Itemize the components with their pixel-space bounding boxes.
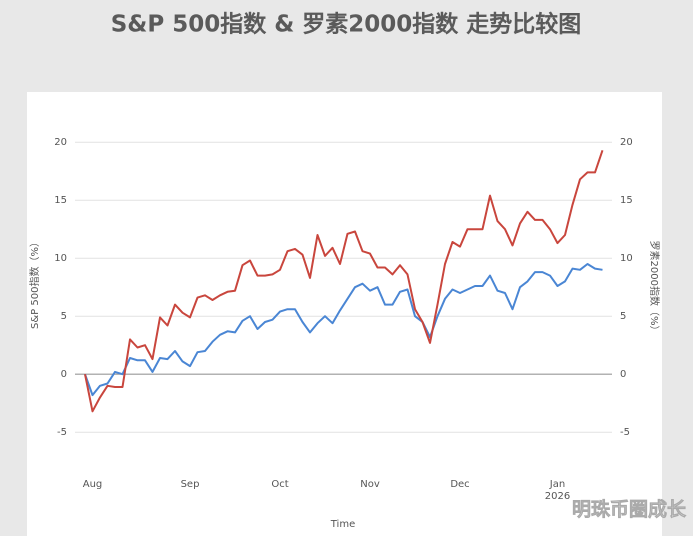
x-tick-label: Dec [450,479,469,490]
x-tick-label: Oct [271,479,288,490]
y2-tick-label: 10 [620,253,633,264]
y-tick-label: 10 [54,253,67,264]
y-tick-label: -5 [57,427,67,438]
y-tick-label: 5 [61,311,67,322]
x-tick-label: Jan 2026 [545,479,570,502]
y2-tick-label: 15 [620,195,633,206]
y2-tick-label: 5 [620,311,626,322]
x-axis-label: Time [330,519,355,530]
y-axis-label: S&P 500指数（%） [28,237,41,329]
y-tick-label: 15 [54,195,67,206]
y-tick-label: 20 [54,137,67,148]
chart-title: S&P 500指数 & 罗素2000指数 走势比较图 [111,11,582,38]
y2-tick-label: -5 [620,427,630,438]
data-line [84,263,603,397]
y-tick-label: 0 [61,369,67,380]
x-tick-label: Sep [181,479,200,490]
plot-panel [27,92,662,536]
data-line [84,149,604,413]
x-tick-label: Aug [83,479,103,490]
y2-axis-label: 罗素2000指数（%） [648,241,661,336]
x-tick-label: Nov [360,479,380,490]
watermark: 明珠币圈成长 [572,498,687,521]
y2-tick-label: 0 [620,369,626,380]
y2-tick-label: 20 [620,137,633,148]
